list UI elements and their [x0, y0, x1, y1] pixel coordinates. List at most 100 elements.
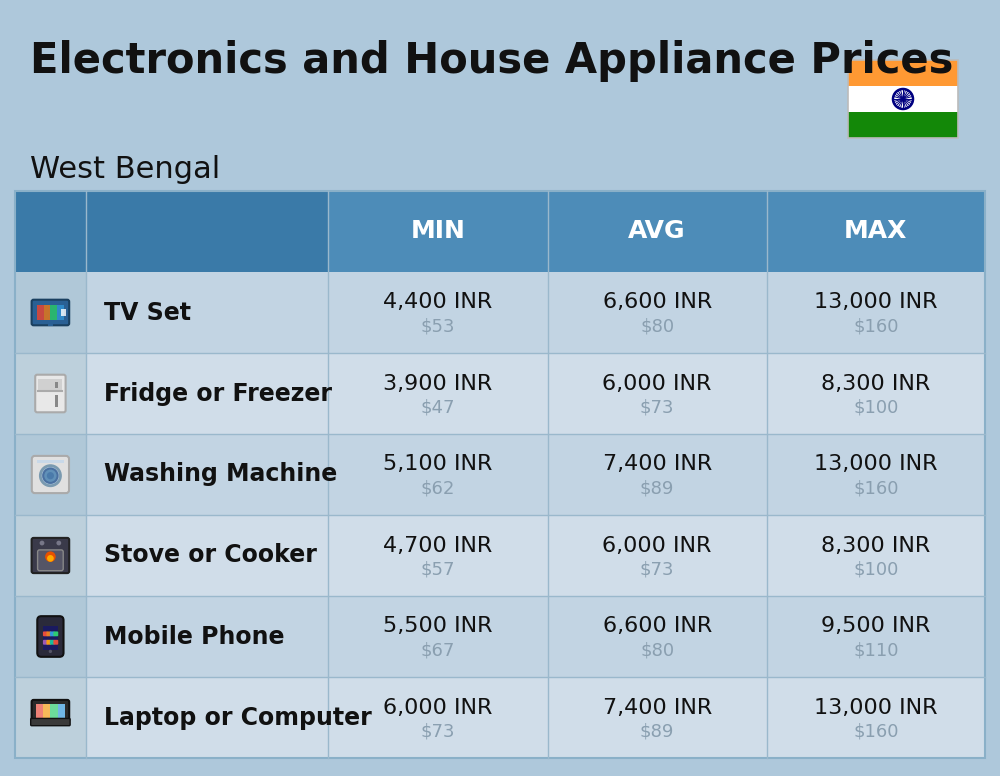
Text: Fridge or Freezer: Fridge or Freezer [104, 382, 332, 406]
Bar [50, 704, 58, 718]
Text: 13,000 INR: 13,000 INR [814, 455, 938, 474]
Bar [328, 272, 548, 353]
Bar [44, 305, 50, 320]
Bar [86, 596, 328, 677]
FancyBboxPatch shape [32, 300, 69, 325]
Circle shape [56, 541, 61, 546]
Text: $73: $73 [640, 560, 674, 578]
Bar [15, 191, 985, 758]
Bar [58, 704, 65, 718]
Bar [548, 272, 767, 353]
Bar [36, 704, 65, 718]
Circle shape [43, 469, 58, 483]
Text: 13,000 INR: 13,000 INR [814, 698, 938, 718]
Text: $110: $110 [853, 642, 899, 660]
Bar [86, 677, 328, 758]
Text: Mobile Phone: Mobile Phone [104, 625, 284, 649]
FancyBboxPatch shape [32, 456, 69, 493]
Text: 5,100 INR: 5,100 INR [383, 455, 493, 474]
Text: MIN: MIN [410, 220, 465, 244]
Bar [548, 434, 767, 515]
Text: $89: $89 [640, 722, 674, 740]
FancyBboxPatch shape [43, 632, 48, 636]
Bar [328, 515, 548, 596]
Bar [15, 677, 86, 758]
Text: Stove or Cooker: Stove or Cooker [104, 543, 317, 567]
Text: $160: $160 [853, 722, 899, 740]
Text: 5,500 INR: 5,500 INR [383, 616, 493, 636]
Text: 9,500 INR: 9,500 INR [821, 616, 931, 636]
Bar [848, 60, 958, 86]
Bar [86, 272, 328, 353]
Bar [328, 191, 548, 272]
Text: 8,300 INR: 8,300 INR [821, 373, 930, 393]
Bar [86, 191, 328, 272]
Bar [86, 515, 328, 596]
Circle shape [40, 541, 44, 546]
Bar [15, 515, 86, 596]
Bar [36, 704, 43, 718]
Bar [43, 625, 58, 650]
Text: $80: $80 [640, 642, 674, 660]
Bar [15, 434, 86, 515]
Text: $67: $67 [421, 642, 455, 660]
FancyBboxPatch shape [32, 538, 69, 573]
Text: AVG: AVG [628, 220, 686, 244]
Bar [37, 460, 64, 462]
Circle shape [49, 650, 52, 653]
Text: 6,000 INR: 6,000 INR [602, 373, 712, 393]
Bar [37, 305, 64, 320]
Text: $100: $100 [853, 399, 899, 417]
FancyBboxPatch shape [50, 632, 55, 636]
Text: 7,400 INR: 7,400 INR [603, 698, 712, 718]
Text: 13,000 INR: 13,000 INR [814, 293, 938, 313]
Bar [37, 305, 44, 320]
Circle shape [47, 472, 54, 480]
Circle shape [47, 555, 54, 562]
Circle shape [40, 466, 60, 486]
Bar [43, 704, 50, 718]
Text: Electronics and House Appliance Prices: Electronics and House Appliance Prices [30, 40, 953, 82]
Text: $100: $100 [853, 560, 899, 578]
Bar [548, 353, 767, 434]
FancyBboxPatch shape [53, 632, 58, 636]
Text: 7,400 INR: 7,400 INR [603, 455, 712, 474]
Text: $160: $160 [853, 317, 899, 335]
Bar [767, 434, 985, 515]
Bar [848, 60, 958, 138]
Text: 6,600 INR: 6,600 INR [603, 293, 712, 313]
Bar [55, 382, 58, 388]
Text: 3,900 INR: 3,900 INR [383, 373, 493, 393]
Text: $62: $62 [421, 480, 455, 497]
FancyBboxPatch shape [32, 700, 69, 722]
Text: Laptop or Computer: Laptop or Computer [104, 705, 372, 729]
Bar [48, 323, 53, 326]
Bar [50, 305, 57, 320]
Bar [328, 596, 548, 677]
Bar [57, 305, 64, 320]
Text: 4,700 INR: 4,700 INR [383, 535, 493, 556]
Text: 6,600 INR: 6,600 INR [603, 616, 712, 636]
FancyBboxPatch shape [38, 550, 63, 570]
Bar [548, 191, 767, 272]
Bar [767, 515, 985, 596]
Bar [328, 353, 548, 434]
Text: $47: $47 [421, 399, 455, 417]
Bar [61, 309, 66, 316]
Bar [15, 272, 86, 353]
Bar [548, 677, 767, 758]
Bar [15, 596, 86, 677]
Text: 6,000 INR: 6,000 INR [383, 698, 493, 718]
FancyBboxPatch shape [31, 719, 70, 726]
FancyBboxPatch shape [35, 375, 66, 412]
Text: $89: $89 [640, 480, 674, 497]
Text: West Bengal: West Bengal [30, 154, 220, 183]
Bar [767, 272, 985, 353]
Text: $80: $80 [640, 317, 674, 335]
Text: $160: $160 [853, 480, 899, 497]
Text: 4,400 INR: 4,400 INR [383, 293, 493, 313]
Bar [767, 191, 985, 272]
Text: 8,300 INR: 8,300 INR [821, 535, 930, 556]
FancyBboxPatch shape [37, 616, 64, 656]
Text: Washing Machine: Washing Machine [104, 462, 337, 487]
